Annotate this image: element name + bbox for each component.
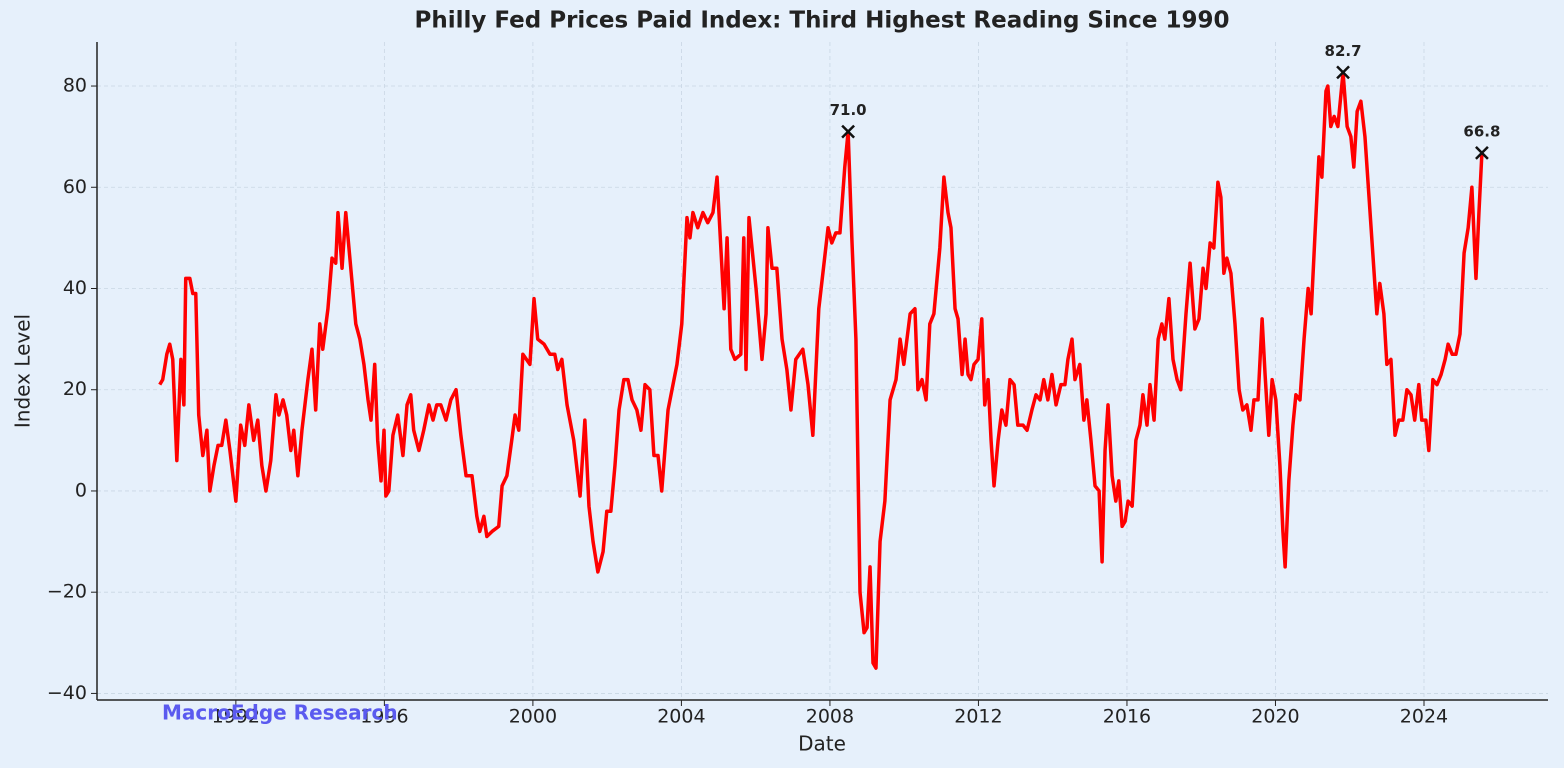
x-tick-label: 2000 <box>509 706 557 728</box>
y-tick-label: 0 <box>75 479 87 501</box>
x-tick-label: 2016 <box>1103 706 1151 728</box>
annotation-label: 82.7 <box>1325 42 1362 60</box>
plot-area <box>158 65 1489 670</box>
peak-marker <box>1336 65 1350 80</box>
x-tick-label: 1996 <box>360 706 408 728</box>
data-line <box>158 70 1484 670</box>
labels: −40 −20 0 20 40 60 80 1992 1996 2000 2004 2008 2012 2… <box>47 42 1501 728</box>
x-tick-label: 2008 <box>806 706 854 728</box>
peak-marker <box>1475 145 1489 160</box>
x-tick-label: 2024 <box>1400 706 1448 728</box>
x-tick-label: 2012 <box>954 706 1002 728</box>
y-axis-label: Index Level <box>11 314 35 428</box>
chart-title: Philly Fed Prices Paid Index: Third High… <box>414 8 1229 34</box>
annotation-label: 71.0 <box>830 101 867 119</box>
y-tick-label: 60 <box>63 176 87 198</box>
y-tick-label: 80 <box>63 75 87 97</box>
x-axis-label: Date <box>798 732 846 756</box>
grid <box>97 42 1548 700</box>
y-tick-label: 20 <box>63 378 87 400</box>
watermark: MacroEdge Research <box>162 701 398 725</box>
y-tick-label: −40 <box>47 682 87 704</box>
x-tick-label: 2004 <box>657 706 705 728</box>
y-tick-label: −20 <box>47 581 87 603</box>
y-tick-label: 40 <box>63 277 87 299</box>
annotation-label: 66.8 <box>1463 122 1500 140</box>
peak-marker <box>841 124 856 139</box>
x-tick-label: 1992 <box>212 706 260 728</box>
x-tick-label: 2020 <box>1251 706 1299 728</box>
